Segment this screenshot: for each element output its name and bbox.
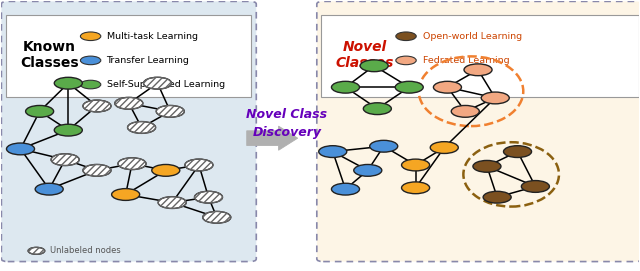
Circle shape [319, 146, 347, 157]
FancyBboxPatch shape [321, 15, 639, 96]
FancyBboxPatch shape [6, 15, 251, 96]
Circle shape [152, 164, 180, 176]
Circle shape [195, 191, 223, 203]
Text: Multi-task Learning: Multi-task Learning [106, 32, 198, 41]
Circle shape [396, 32, 416, 41]
Text: Known
Classes: Known Classes [20, 40, 79, 70]
Circle shape [143, 77, 172, 89]
Circle shape [81, 56, 100, 65]
Circle shape [483, 191, 511, 203]
Circle shape [81, 80, 100, 89]
Text: Novel Class: Novel Class [246, 108, 328, 121]
Circle shape [111, 189, 140, 201]
Circle shape [364, 103, 392, 115]
Circle shape [504, 146, 532, 157]
Circle shape [332, 81, 360, 93]
Text: Discovery: Discovery [252, 126, 321, 139]
Circle shape [118, 158, 146, 170]
FancyBboxPatch shape [317, 1, 640, 262]
Circle shape [158, 197, 186, 208]
Circle shape [332, 183, 360, 195]
Circle shape [360, 60, 388, 72]
Text: Unlabeled nodes: Unlabeled nodes [51, 246, 121, 255]
Text: Transfer Learning: Transfer Learning [106, 56, 189, 65]
Circle shape [54, 77, 83, 89]
Text: Open-world Learning: Open-world Learning [423, 32, 522, 41]
Circle shape [522, 180, 549, 192]
Circle shape [354, 164, 382, 176]
Circle shape [81, 32, 100, 41]
Circle shape [83, 164, 111, 176]
Circle shape [115, 97, 143, 109]
Circle shape [26, 105, 54, 117]
Circle shape [156, 105, 184, 117]
Text: Novel
Classes: Novel Classes [335, 40, 394, 70]
Circle shape [433, 81, 461, 93]
Circle shape [127, 122, 156, 133]
Circle shape [51, 154, 79, 166]
Circle shape [83, 100, 111, 112]
Circle shape [473, 160, 501, 172]
Circle shape [396, 56, 416, 65]
Circle shape [395, 81, 423, 93]
Text: Fedrated Learning: Fedrated Learning [423, 56, 510, 65]
Circle shape [28, 247, 45, 254]
Circle shape [35, 183, 63, 195]
FancyBboxPatch shape [1, 1, 256, 262]
FancyArrow shape [246, 126, 298, 150]
Circle shape [6, 143, 35, 155]
Circle shape [451, 105, 479, 117]
Circle shape [481, 92, 509, 104]
Circle shape [430, 142, 458, 153]
Text: Self-Supervised Learning: Self-Supervised Learning [106, 80, 225, 89]
Circle shape [464, 64, 492, 76]
Circle shape [185, 159, 213, 171]
Circle shape [401, 182, 429, 194]
Circle shape [370, 140, 397, 152]
Circle shape [54, 124, 83, 136]
Circle shape [203, 211, 231, 223]
Circle shape [401, 159, 429, 171]
